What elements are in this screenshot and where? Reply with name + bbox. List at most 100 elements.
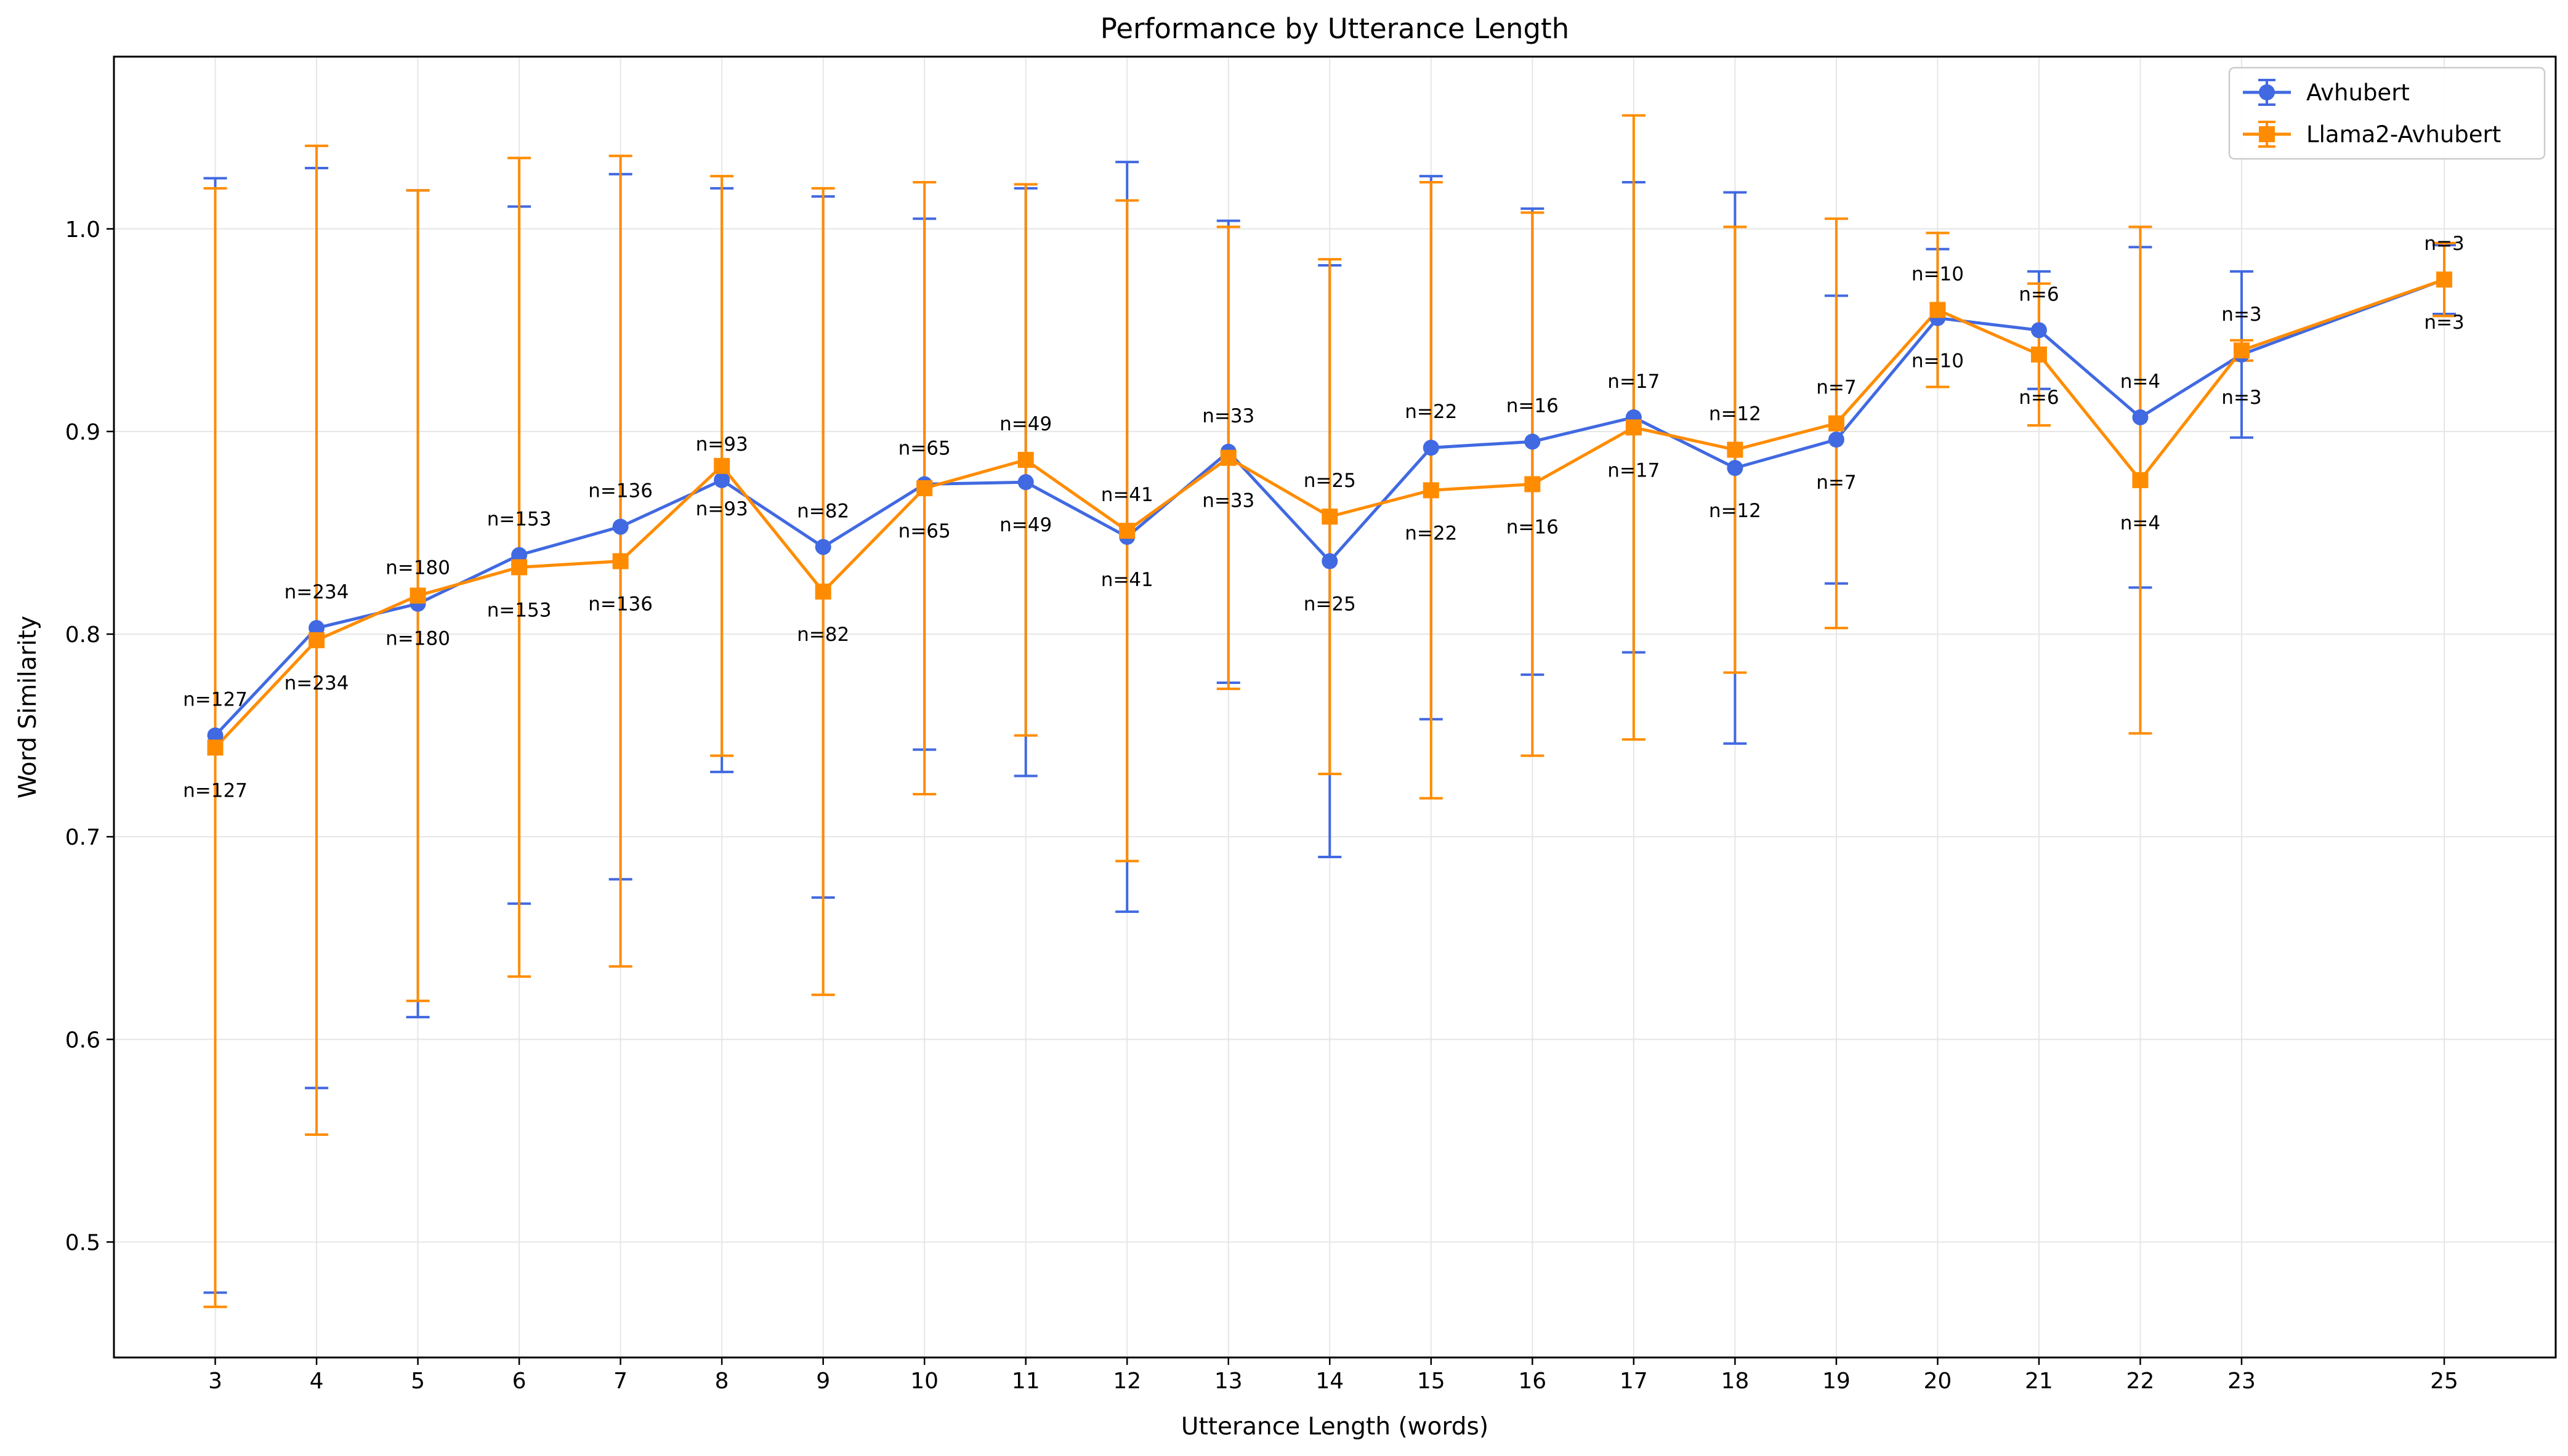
sample-count-label: n=82 (797, 500, 849, 522)
sample-count-label: n=49 (999, 413, 1052, 435)
series-line (214, 278, 2445, 737)
sample-count-label: n=3 (2424, 312, 2464, 334)
data-point (714, 457, 730, 474)
legend-label: Llama2-Avhubert (2306, 121, 2501, 148)
sample-count-label: n=41 (1101, 484, 1153, 506)
data-point (1524, 433, 1541, 450)
data-points (207, 271, 2453, 756)
data-point (2233, 342, 2250, 359)
series-line (214, 278, 2445, 749)
sample-count-label: n=93 (696, 433, 748, 456)
x-tick-label: 18 (1721, 1369, 1749, 1394)
sample-count-label: n=33 (1202, 490, 1254, 512)
data-point (1119, 523, 1136, 539)
data-point (815, 539, 831, 555)
data-point (1322, 553, 1338, 569)
data-point (1625, 419, 1642, 436)
x-tick-label: 3 (208, 1369, 222, 1394)
x-tick-label: 17 (1620, 1369, 1648, 1394)
x-tick-label: 19 (1822, 1369, 1851, 1394)
x-tick-label: 9 (816, 1369, 830, 1394)
x-tick-label: 16 (1518, 1369, 1546, 1394)
x-tick-label: 15 (1417, 1369, 1445, 1394)
data-point (916, 480, 933, 497)
sample-count-label: n=127 (183, 689, 248, 711)
y-tick-label: 0.6 (65, 1028, 100, 1053)
data-point (2132, 472, 2149, 488)
data-point (410, 587, 426, 604)
sample-count-label: n=82 (797, 624, 849, 646)
legend-box (2228, 66, 2546, 160)
axis-ticks: 3 4 5 6 7 8 9 10 11 12 13 14 15 16 17 18 19 20 21 22 23 25 0.5… (65, 217, 2458, 1394)
sample-count-label: n=49 (999, 514, 1052, 536)
x-tick-label: 23 (2227, 1369, 2256, 1394)
sample-count-label: n=25 (1304, 470, 1356, 492)
data-point (1423, 482, 1439, 499)
x-tick-label: 8 (715, 1369, 729, 1394)
sample-count-label: n=16 (1506, 395, 1559, 417)
sample-count-label: n=153 (487, 509, 552, 531)
data-point (309, 632, 325, 648)
y-axis-label: Word Similarity (14, 616, 42, 798)
sample-count-label: n=153 (487, 599, 552, 621)
sample-count-label: n=65 (898, 437, 951, 459)
sample-count-label: n=6 (2019, 387, 2059, 409)
data-point (1017, 474, 1034, 491)
data-point (1929, 302, 1946, 318)
data-point (1423, 440, 1439, 456)
sample-count-label: n=25 (1304, 593, 1356, 616)
sample-count-label: n=16 (1506, 516, 1559, 538)
x-tick-label: 20 (1924, 1369, 1952, 1394)
data-point (1828, 432, 1844, 448)
sample-count-label: n=127 (183, 779, 248, 802)
legend-label: Avhubert (2306, 79, 2410, 106)
data-point (612, 518, 629, 535)
sample-count-label: n=3 (2221, 304, 2261, 326)
legend-marker (2259, 126, 2275, 142)
sample-count-label: n=41 (1101, 569, 1153, 591)
sample-count-label: n=22 (1405, 522, 1457, 544)
data-point (1220, 449, 1237, 466)
x-tick-label: 4 (310, 1369, 324, 1394)
legend: Avhubert Llama2-Avhubert (2228, 66, 2546, 160)
sample-count-label: n=180 (386, 557, 450, 579)
data-point (2030, 322, 2047, 339)
sample-count-label: n=10 (1912, 350, 1964, 372)
sample-count-label: n=17 (1607, 371, 1660, 393)
sample-count-label: n=234 (285, 672, 349, 694)
data-point (1727, 460, 1743, 477)
data-point (207, 727, 224, 744)
data-point (1017, 451, 1034, 468)
x-tick-label: 6 (512, 1369, 527, 1394)
sample-count-label: n=6 (2019, 283, 2059, 305)
sample-count-label: n=10 (1912, 263, 1964, 285)
sample-count-label: n=12 (1709, 500, 1761, 522)
sample-count-label: n=17 (1607, 459, 1660, 481)
x-tick-label: 12 (1113, 1369, 1141, 1394)
sample-count-label: n=4 (2120, 512, 2160, 534)
data-point (2132, 409, 2149, 425)
data-point (207, 739, 224, 756)
sample-count-label: n=33 (1202, 405, 1254, 427)
sample-count-label: n=136 (588, 480, 653, 502)
legend-marker (2259, 84, 2275, 100)
x-tick-label: 25 (2430, 1369, 2458, 1394)
data-point (714, 472, 730, 488)
y-tick-label: 0.5 (65, 1230, 100, 1255)
x-tick-label: 14 (1315, 1369, 1344, 1394)
y-tick-label: 1.0 (65, 217, 100, 243)
sample-count-label: n=136 (588, 593, 653, 616)
data-point (511, 547, 528, 563)
data-point (2030, 346, 2047, 363)
sample-count-label: n=3 (2221, 387, 2261, 409)
sample-count-label: n=3 (2424, 233, 2464, 255)
sample-count-label: n=65 (898, 520, 951, 542)
x-tick-label: 11 (1012, 1369, 1040, 1394)
sample-count-label: n=22 (1405, 401, 1457, 423)
y-tick-label: 0.9 (65, 420, 100, 445)
x-tick-label: 13 (1214, 1369, 1243, 1394)
sample-count-label: n=7 (1816, 377, 1856, 399)
sample-count-label: n=93 (696, 498, 748, 520)
data-point (612, 553, 629, 569)
